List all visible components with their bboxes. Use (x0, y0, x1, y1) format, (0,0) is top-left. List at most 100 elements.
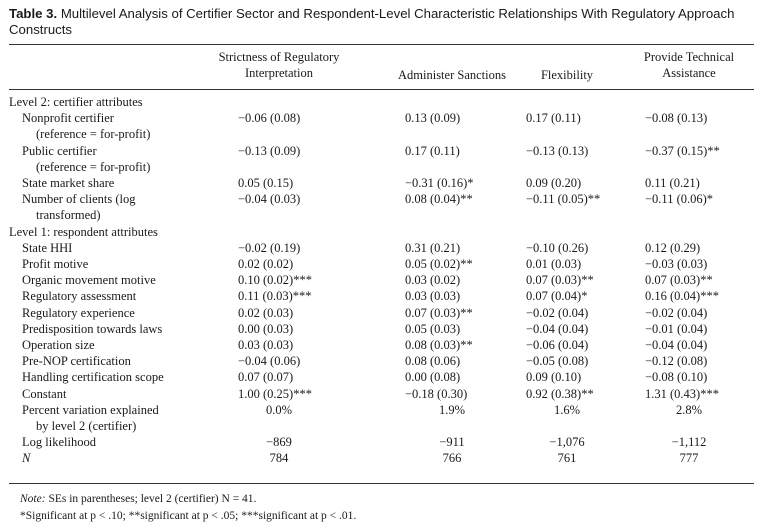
table-cell: −0.03 (0.03) (645, 257, 708, 271)
table-cell: 0.02 (0.02) (238, 257, 294, 271)
table-cell: 0.08 (0.06) (405, 354, 461, 369)
row-label: Organic movement motive (22, 273, 156, 288)
table-cell: −0.02 (0.04) (526, 305, 589, 320)
column-header: Provide Technical Assistance (643, 50, 735, 80)
table-cell: −0.10 (0.26) (526, 240, 589, 255)
row-label: State HHI (22, 240, 73, 255)
table-cell: −0.31 (0.16)* (405, 176, 474, 190)
table-cell: 0.11 (0.03)*** (238, 289, 312, 304)
table-cell: −0.04 (0.06) (238, 354, 301, 369)
table-notes: Note: SEs in parentheses; level 2 (certi… (20, 491, 356, 525)
row-label: Operation size (22, 338, 95, 352)
table-cell: 0.17 (0.11) (405, 143, 460, 158)
header-rule (9, 89, 754, 90)
row-label: Profit motive (22, 257, 89, 271)
table-cell: 0.09 (0.10) (526, 370, 582, 385)
table-cell: −0.04 (0.03) (238, 192, 301, 207)
row-label-continued: (reference = for-profit) (36, 159, 151, 174)
table-cell: 0.17 (0.11) (526, 111, 581, 126)
table-cell: −0.02 (0.04) (645, 305, 708, 320)
row-label: Number of clients (log (22, 192, 136, 207)
table-cell: 784 (269, 451, 289, 466)
row-label: N (22, 451, 31, 466)
table-cell: 0.08 (0.03)** (405, 338, 473, 352)
table-cell: 1.00 (0.25)*** (238, 386, 312, 401)
table-cell: 0.05 (0.02)** (405, 257, 473, 271)
section-label: Level 1: respondent attributes (9, 224, 158, 239)
table-cell: 1.31 (0.43)*** (645, 386, 719, 401)
table-cell: −0.04 (0.04) (526, 321, 589, 336)
table-cell: 0.03 (0.02) (405, 273, 461, 288)
note-label: Note: (20, 493, 46, 505)
table-cell: 0.13 (0.09) (405, 111, 461, 126)
table-cell: 0.16 (0.04)*** (645, 289, 719, 304)
table-cell: 0.00 (0.08) (405, 370, 461, 385)
table-cell: 0.09 (0.20) (526, 176, 582, 190)
note-line: Note: SEs in parentheses; level 2 (certi… (20, 491, 356, 508)
section-label: Level 2: certifier attributes (9, 95, 143, 109)
row-label: Public certifier (22, 143, 97, 158)
column-header: Strictness of Regulatory Interpretation (218, 50, 340, 80)
note-text: SEs in parentheses; level 2 (certifier) … (48, 493, 257, 505)
table-cell: 1.9% (438, 402, 466, 417)
row-label: State market share (22, 176, 115, 190)
table-cell: 761 (557, 451, 577, 466)
table-cell: 777 (679, 451, 699, 466)
table-number: Table 3. (9, 6, 58, 21)
row-label: Log likelihood (22, 435, 96, 450)
table-cell: 0.05 (0.03) (405, 321, 461, 336)
table-cell: −0.06 (0.08) (238, 111, 301, 126)
table-cell: 0.08 (0.04)** (405, 192, 473, 207)
table-cell: 0.31 (0.21) (405, 240, 461, 255)
table-cell: 2.8% (675, 402, 703, 417)
table-cell: −0.18 (0.30) (405, 386, 468, 401)
table-cell: −0.37 (0.15)** (645, 143, 720, 158)
top-rule (9, 44, 754, 45)
table-cell: −0.12 (0.08) (645, 354, 708, 369)
table-cell: 0.0% (265, 402, 293, 417)
table-cell: −0.02 (0.19) (238, 240, 301, 255)
table-cell: −0.05 (0.08) (526, 354, 589, 369)
table-cell: 766 (442, 451, 462, 466)
table-cell: 0.05 (0.15) (238, 176, 294, 190)
table-cell: 0.11 (0.21) (645, 176, 700, 190)
table-cell: 0.92 (0.38)** (526, 386, 594, 401)
table-cell: −1,076 (549, 435, 585, 450)
column-header: Flexibility (540, 68, 594, 82)
table-caption: Table 3. Multilevel Analysis of Certifie… (9, 6, 754, 38)
bottom-rule (9, 483, 754, 484)
row-label: Percent variation explained (22, 402, 159, 417)
table-cell: −911 (439, 435, 465, 450)
table-cell: 0.07 (0.03)** (405, 305, 473, 320)
table-cell: −0.06 (0.04) (526, 338, 589, 352)
table-cell: 0.00 (0.03) (238, 321, 294, 336)
row-label: Constant (22, 386, 67, 401)
table-cell: −0.11 (0.06)* (645, 192, 714, 207)
table-cell: 0.07 (0.07) (238, 370, 294, 385)
table-cell: −869 (266, 435, 292, 450)
table-cell: 0.01 (0.03) (526, 257, 582, 271)
table-cell: 0.07 (0.03)** (645, 273, 713, 288)
row-label: Predisposition towards laws (22, 321, 163, 336)
table-cell: 0.10 (0.02)*** (238, 273, 312, 288)
table-cell: 1.6% (553, 402, 581, 417)
table-cell: 0.07 (0.04)* (526, 289, 588, 304)
significance-line: *Significant at p < .10; **significant a… (20, 510, 357, 522)
row-label: Pre-NOP certification (22, 354, 131, 369)
row-label-continued: by level 2 (certifier) (36, 419, 137, 433)
table-cell: 0.03 (0.03) (238, 338, 294, 352)
row-label: Regulatory experience (22, 305, 135, 320)
table-cell: 0.12 (0.29) (645, 240, 701, 255)
row-label-continued: (reference = for-profit) (36, 127, 151, 142)
row-label: Handling certification scope (22, 370, 164, 385)
row-label: Nonprofit certifier (22, 111, 114, 126)
table-cell: −0.08 (0.10) (645, 370, 708, 385)
table-title: Multilevel Analysis of Certifier Sector … (9, 6, 735, 37)
table-cell: −1,112 (671, 435, 707, 450)
table-cell: 0.03 (0.03) (405, 289, 461, 304)
table-cell: 0.02 (0.03) (238, 305, 294, 320)
table-cell: −0.13 (0.09) (238, 143, 301, 158)
column-header: Administer Sanctions (398, 68, 506, 82)
table-cell: 0.07 (0.03)** (526, 273, 594, 288)
table-cell: −0.11 (0.05)** (526, 192, 601, 207)
